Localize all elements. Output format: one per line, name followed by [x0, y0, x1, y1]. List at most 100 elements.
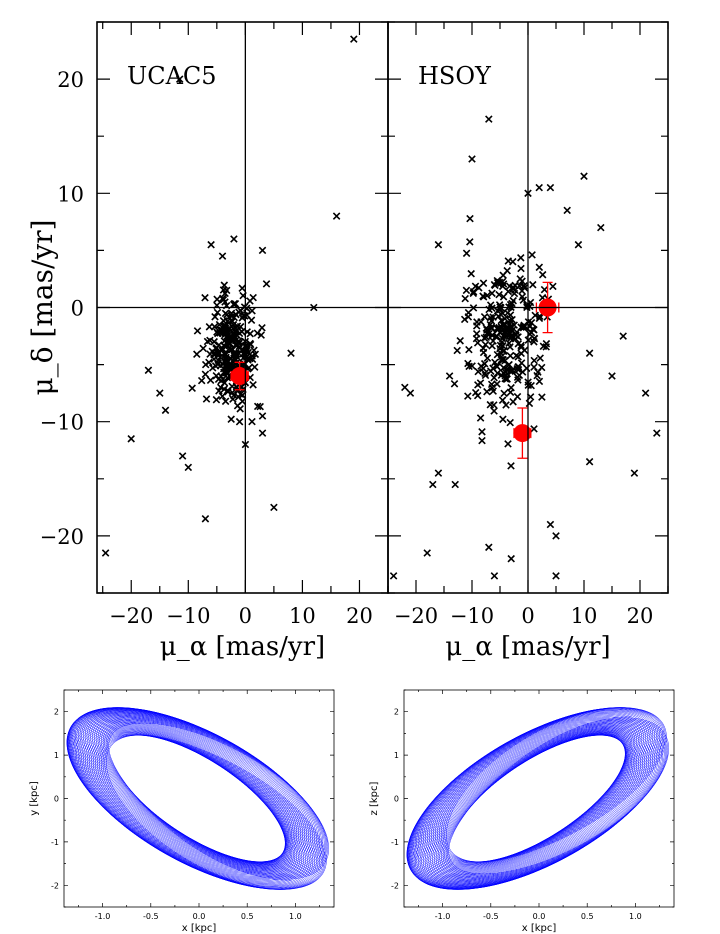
hsoy-data-point [509, 296, 517, 305]
hsoy-data-point [641, 389, 650, 397]
hsoy-data-point [505, 360, 513, 369]
hsoy-data-point [495, 290, 503, 299]
hsoy-data-point [493, 307, 502, 315]
hsoy-data-point [630, 469, 639, 477]
hsoy-data-point [537, 363, 546, 372]
hsoy-data-point [486, 400, 495, 409]
ucac5-tick-marks [97, 21, 389, 594]
orbit-xy-y-axis-label: y [kpc] [29, 781, 40, 816]
hsoy-data-point [507, 322, 515, 330]
orbit-xy-panel: -2 -1 0 1 2 -1.0 -0.5 0.0 0.5 1.0 x [kpc… [29, 689, 335, 934]
hsoy-data-point [479, 364, 487, 373]
hsoy-data-point [478, 428, 486, 436]
ucac5-data-point [234, 393, 243, 401]
hsoy-data-point [519, 323, 528, 332]
hsoy-data-point [423, 549, 431, 557]
hsoy-data-point [505, 282, 514, 290]
hsoy-data-point [466, 238, 474, 246]
ucac5-data-point [213, 349, 222, 357]
ucac5-data-point [199, 344, 207, 353]
hsoy-data-point [503, 323, 511, 332]
ucac5-data-point [258, 246, 267, 255]
hsoy-data-point [507, 462, 515, 470]
orbit-xz-xtick-label: -1.0 [435, 912, 451, 921]
orbit-xy-yticklabels: -2 -1 0 1 2 [51, 708, 59, 891]
hsoy-data-point [466, 214, 474, 223]
orbit-xz-y-axis-label: z [kpc] [369, 781, 380, 815]
hsoy-data-point [469, 289, 478, 298]
ucac5-data-point [233, 401, 242, 410]
hsoy-xtick-label: −10 [450, 604, 494, 628]
orbit-xz-ytick-label: 1 [394, 751, 399, 760]
ucac5-data-point [225, 344, 234, 353]
hsoy-data-point [520, 321, 528, 330]
ucac5-data-point [242, 347, 251, 355]
hsoy-data-point [574, 240, 583, 249]
orbit-xz-yticklabels: -2 -1 0 1 2 [391, 708, 399, 891]
hsoy-data-point [530, 356, 538, 365]
ucac5-data-point [229, 320, 238, 329]
hsoy-data-point [530, 425, 538, 433]
hsoy-data-point [513, 373, 522, 381]
hsoy-data-point [479, 279, 488, 287]
hsoy-data-point [476, 414, 485, 422]
hsoy-data-point [585, 457, 594, 466]
hsoy-data-point [483, 326, 491, 334]
ucac5-data-point [193, 327, 202, 335]
hsoy-data-point [499, 347, 508, 356]
ucac5-data-point [249, 381, 257, 389]
orbit-xy-xtick-label: 0.5 [241, 912, 254, 921]
ucac5-ytick-label: 20 [57, 68, 84, 92]
ucac5-data-point [101, 549, 110, 557]
hsoy-data-point [520, 346, 529, 355]
ucac5-data-point [225, 313, 233, 321]
ucac5-data-point [218, 252, 227, 260]
hsoy-data-point [485, 330, 493, 338]
orbit-xz-ytick-label: -1 [391, 838, 399, 847]
hsoy-highlight-point [513, 424, 532, 443]
hsoy-data-point [473, 339, 482, 347]
ucac5-highlight-point [230, 367, 249, 386]
orbit-xz-xtick-label: -0.5 [483, 912, 499, 921]
hsoy-data-point [608, 372, 616, 380]
hsoy-data-point [472, 330, 481, 338]
hsoy-data-point [462, 249, 471, 258]
ucac5-data-point [201, 293, 209, 302]
ucac5-data-point [229, 395, 237, 403]
orbit-xz-xtick-label: 0.5 [581, 912, 594, 921]
hsoy-data-point [535, 263, 544, 272]
hsoy-data-point [406, 389, 415, 397]
hsoy-xtick-label: 0 [521, 604, 534, 628]
ucac5-data-point [238, 314, 247, 322]
ucac5-data-point [202, 395, 211, 403]
hsoy-title: HSOY [418, 62, 492, 90]
ucac5-data-point [216, 329, 224, 337]
hsoy-data-point [481, 340, 490, 349]
ucac5-data-point [257, 331, 265, 339]
orbit-xz-frame [403, 689, 675, 908]
hsoy-data-point [540, 285, 549, 294]
ucac5-data-point [246, 340, 255, 349]
hsoy-data-point [499, 321, 507, 329]
hsoy-data-point [389, 572, 398, 580]
hsoy-data-point [456, 337, 464, 345]
hsoy-data-point [506, 300, 515, 309]
hsoy-data-point [508, 315, 516, 324]
hsoy-data-point [445, 372, 454, 380]
ucac5-data-point [212, 395, 221, 404]
hsoy-panel: HSOY −20 −10 0 10 20 μ_α [mas/yr] [387, 21, 669, 662]
hsoy-data-point [508, 366, 516, 374]
ucac5-data-point [253, 329, 262, 337]
hsoy-data-point [490, 572, 499, 580]
ucac5-data-point [224, 336, 233, 345]
hsoy-data-point [500, 389, 508, 398]
ucac5-data-point [211, 349, 219, 357]
hsoy-data-point [502, 375, 511, 383]
hsoy-data-point [498, 334, 507, 343]
ucac5-data-point [238, 284, 246, 292]
hsoy-xtick-label: 10 [571, 604, 598, 628]
hsoy-data-point [525, 399, 534, 408]
hsoy-data-point [501, 314, 509, 323]
